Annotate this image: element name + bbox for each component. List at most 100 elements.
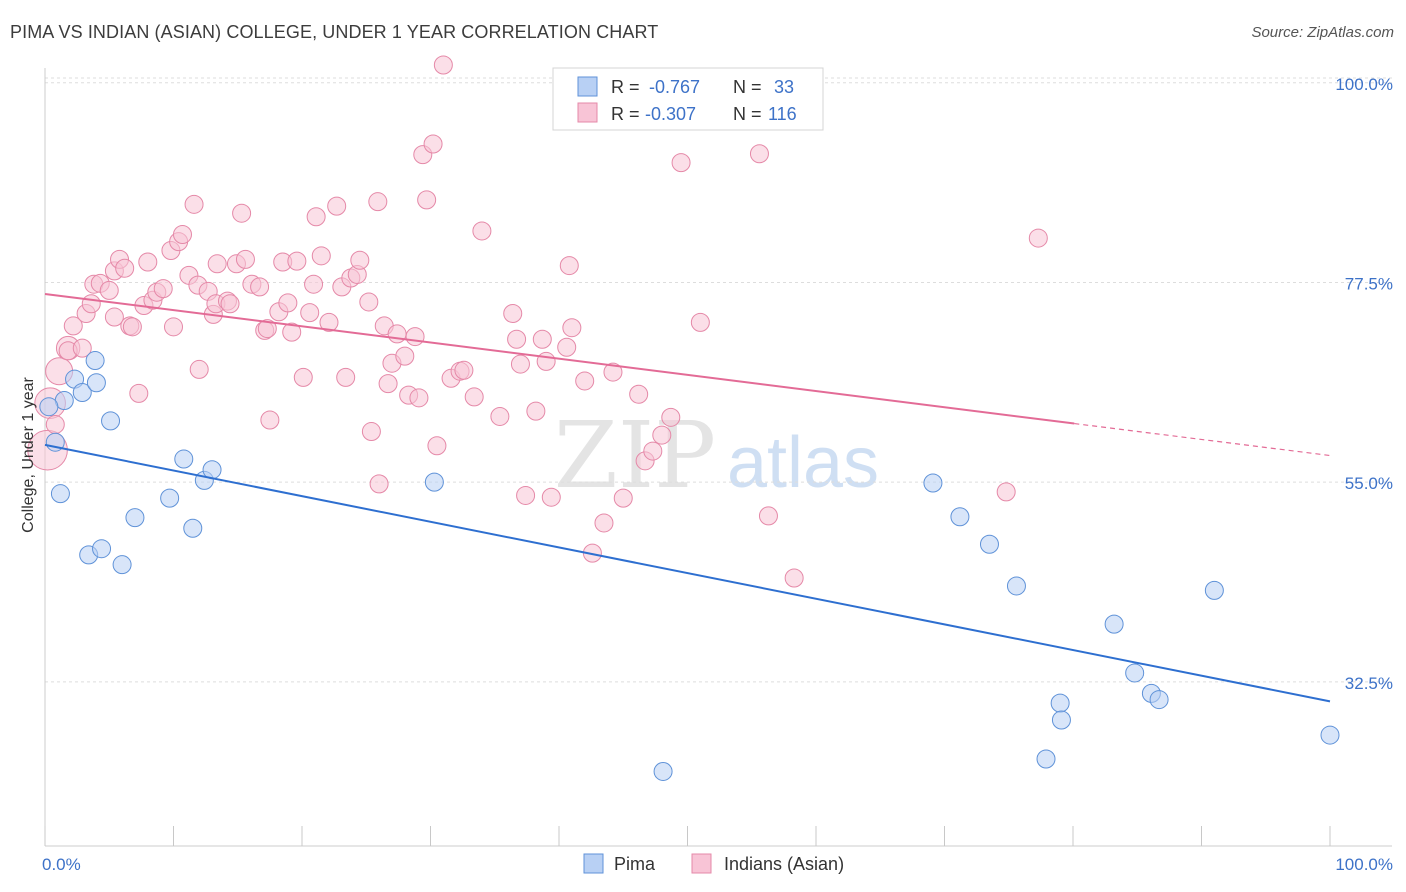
indian-point	[278, 293, 298, 313]
indian-point	[536, 351, 556, 371]
indian-point	[427, 436, 447, 456]
pima-point	[1036, 749, 1056, 769]
indian-point	[472, 221, 492, 241]
pima-point	[92, 539, 112, 559]
indian-point	[1028, 228, 1048, 248]
indian-point	[490, 406, 510, 426]
pima-point	[979, 534, 999, 554]
series-indians-asian	[27, 55, 1048, 588]
legend-pima-r-label: R =	[611, 77, 640, 97]
indian-point	[510, 354, 530, 374]
indian-point	[557, 337, 577, 357]
indian-point	[526, 401, 546, 421]
legend-indian-r-value: -0.307	[645, 104, 696, 124]
indian-point	[164, 317, 183, 337]
indian-point	[758, 506, 778, 526]
watermark-atlas: atlas	[727, 423, 879, 503]
indian-point	[189, 359, 209, 379]
indian-point	[575, 371, 595, 391]
indian-trend-line	[44, 292, 1075, 425]
indian-point	[996, 482, 1016, 502]
indian-point	[690, 312, 710, 332]
y-tick-label: 55.0%	[1345, 474, 1393, 493]
y-tick-label: 77.5%	[1345, 274, 1393, 293]
indian-point	[306, 207, 326, 227]
legend-bottom-indian-label: Indians (Asian)	[724, 854, 844, 874]
watermark-zip: ZIP	[554, 402, 716, 509]
legend-pima-n-label: N =	[733, 77, 762, 97]
y-tick-label: 100.0%	[1335, 75, 1393, 94]
indian-point	[336, 367, 356, 387]
legend-bottom-indian-swatch	[691, 853, 712, 874]
indian-point	[433, 55, 453, 75]
indian-point	[232, 203, 252, 223]
indian-point	[749, 144, 769, 164]
indian-point	[153, 279, 173, 299]
indian-point	[235, 249, 255, 269]
indian-point	[319, 312, 339, 332]
indian-point	[81, 294, 101, 314]
indian-point	[378, 374, 398, 394]
tick-labels: 100.0% 77.5% 55.0% 32.5% 0.0% 100.0%	[42, 75, 1393, 874]
indian-point	[311, 246, 331, 266]
trend-lines	[44, 292, 1331, 703]
pima-point	[1050, 693, 1070, 713]
indian-point	[72, 338, 92, 358]
pima-point	[125, 508, 145, 528]
indian-point	[417, 190, 437, 210]
pima-point	[160, 488, 180, 508]
indian-point	[613, 488, 633, 508]
legend-indian-n-label: N =	[733, 104, 762, 124]
indian-point	[368, 192, 388, 212]
indian-point	[409, 388, 429, 408]
legend-bottom-pima-label: Pima	[614, 854, 656, 874]
chart-title: PIMA VS INDIAN (ASIAN) COLLEGE, UNDER 1 …	[10, 22, 659, 42]
indian-point	[594, 513, 614, 533]
indian-point	[559, 256, 579, 276]
pima-point	[39, 397, 59, 417]
x-tick-label: 0.0%	[42, 855, 81, 874]
legend-bottom-pima-swatch	[583, 853, 604, 874]
pima-point	[1125, 663, 1145, 683]
indian-point	[115, 258, 135, 278]
indian-point	[63, 316, 83, 336]
indian-point	[464, 387, 484, 407]
indian-point	[172, 225, 192, 245]
pima-point	[923, 473, 943, 493]
axes	[44, 68, 1392, 847]
legend-indian-r-label: R =	[611, 104, 640, 124]
indian-trend-line-extension	[1074, 422, 1331, 457]
indian-point	[454, 360, 474, 380]
pima-point	[50, 484, 70, 504]
indian-point	[45, 414, 65, 434]
indian-point	[293, 367, 313, 387]
indian-point	[516, 485, 536, 505]
indian-point	[327, 196, 347, 216]
indian-point	[503, 304, 523, 323]
indian-point	[300, 303, 320, 323]
indian-point	[629, 384, 649, 404]
gridlines	[45, 77, 1392, 683]
indian-point	[359, 292, 379, 312]
pima-point	[1149, 690, 1169, 710]
indian-point	[405, 327, 425, 347]
indian-point	[395, 346, 415, 366]
pima-point	[174, 449, 194, 469]
indian-point	[784, 568, 804, 588]
pima-point	[1006, 576, 1026, 596]
indian-point	[260, 410, 280, 430]
legend-indian-n-value: 116	[768, 104, 797, 124]
indian-point	[671, 153, 691, 173]
indian-point	[122, 317, 142, 337]
pima-point	[653, 761, 673, 781]
legend-top: R = -0.767 N = 33 R = -0.307 N = 116	[552, 67, 824, 131]
indian-point	[287, 251, 307, 271]
pima-point	[183, 518, 203, 538]
pima-point	[1051, 710, 1071, 730]
pima-point	[101, 411, 121, 431]
indian-point	[129, 383, 149, 403]
x-tick-label: 100.0%	[1335, 855, 1393, 874]
pima-point	[85, 351, 105, 371]
indian-point	[138, 252, 158, 272]
